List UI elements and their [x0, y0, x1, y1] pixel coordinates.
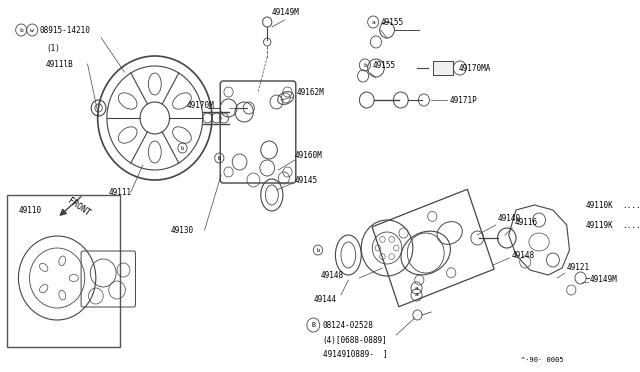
- Text: B: B: [311, 322, 316, 328]
- Text: a: a: [371, 19, 375, 25]
- Text: b: b: [316, 247, 319, 253]
- Text: 49149M: 49149M: [589, 276, 618, 285]
- Text: b: b: [363, 62, 367, 67]
- Bar: [8, 195, 120, 347]
- Text: 49130: 49130: [170, 225, 193, 234]
- Text: 49145: 49145: [295, 176, 318, 185]
- Text: 49121: 49121: [566, 263, 590, 273]
- Text: 49110: 49110: [19, 205, 42, 215]
- Text: 4914910889-  ]: 4914910889- ]: [323, 350, 387, 359]
- Bar: [433, 61, 453, 75]
- Text: 49162M: 49162M: [297, 87, 324, 96]
- Text: b: b: [218, 155, 221, 160]
- Text: .....: .....: [622, 201, 640, 209]
- Text: (1): (1): [46, 44, 60, 52]
- Text: 49170MA: 49170MA: [459, 64, 492, 73]
- Text: 49148: 49148: [321, 270, 344, 279]
- Text: FRONT: FRONT: [65, 196, 91, 218]
- Text: ^·90· 0005: ^·90· 0005: [520, 357, 563, 363]
- Text: 49149M: 49149M: [272, 7, 300, 16]
- Text: 49160M: 49160M: [295, 151, 323, 160]
- Text: 49140: 49140: [498, 214, 521, 222]
- Text: 49148: 49148: [511, 250, 534, 260]
- Text: a: a: [415, 285, 419, 291]
- Text: w: w: [30, 28, 34, 32]
- Text: 49116: 49116: [514, 218, 538, 227]
- Text: 49144: 49144: [314, 295, 337, 305]
- Text: .....: .....: [622, 221, 640, 230]
- Text: b: b: [181, 145, 184, 151]
- Text: 49155: 49155: [372, 61, 396, 70]
- Text: a: a: [415, 292, 419, 298]
- Text: 08124-02528: 08124-02528: [323, 321, 373, 330]
- Text: 49119K: 49119K: [585, 221, 613, 230]
- Text: (4)[0688-0889]: (4)[0688-0889]: [323, 336, 387, 344]
- Text: 49111: 49111: [109, 187, 132, 196]
- Text: 49155: 49155: [381, 17, 404, 26]
- Text: 49110K: 49110K: [585, 201, 613, 209]
- Text: 08915-14210: 08915-14210: [40, 26, 90, 35]
- Text: 4911lB: 4911lB: [46, 60, 74, 68]
- Text: 49171P: 49171P: [450, 96, 477, 105]
- Text: b: b: [19, 28, 23, 32]
- Text: 49170M: 49170M: [186, 100, 214, 109]
